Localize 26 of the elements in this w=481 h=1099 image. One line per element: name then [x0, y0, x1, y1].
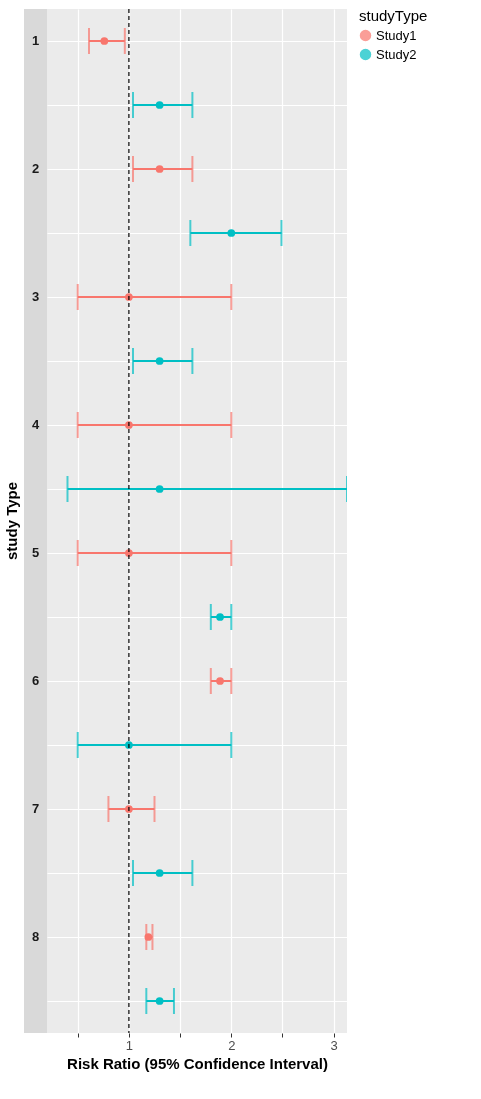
- point: [155, 357, 164, 365]
- x-tick-label: 2: [228, 1037, 236, 1053]
- point: [100, 37, 109, 45]
- y-tick-label: 6: [31, 673, 40, 688]
- point: [155, 165, 164, 173]
- point: [155, 997, 164, 1005]
- point: [216, 613, 224, 621]
- y-axis-title: study Type: [3, 481, 20, 561]
- point: [155, 101, 164, 109]
- legend-label: Study1: [376, 27, 417, 43]
- y-tick-label: 8: [31, 929, 40, 944]
- y-tick-label: 5: [31, 545, 40, 560]
- y-tick-label: 3: [31, 289, 40, 304]
- legend-title: studyType: [359, 7, 428, 24]
- legend-label: Study2: [376, 46, 417, 62]
- point: [155, 485, 164, 493]
- y-tick-label: 1: [31, 33, 40, 48]
- y-tick-label: 2: [31, 161, 40, 176]
- y-tick-label: 4: [31, 417, 40, 432]
- point: [216, 677, 224, 685]
- x-tick-label: 1: [125, 1037, 134, 1053]
- y-tick-label: 7: [31, 801, 40, 816]
- point: [227, 229, 236, 237]
- x-axis-title: Risk Ratio (95% Confidence Interval): [67, 1054, 328, 1072]
- x-tick-label: 3: [330, 1037, 338, 1053]
- point: [155, 869, 164, 877]
